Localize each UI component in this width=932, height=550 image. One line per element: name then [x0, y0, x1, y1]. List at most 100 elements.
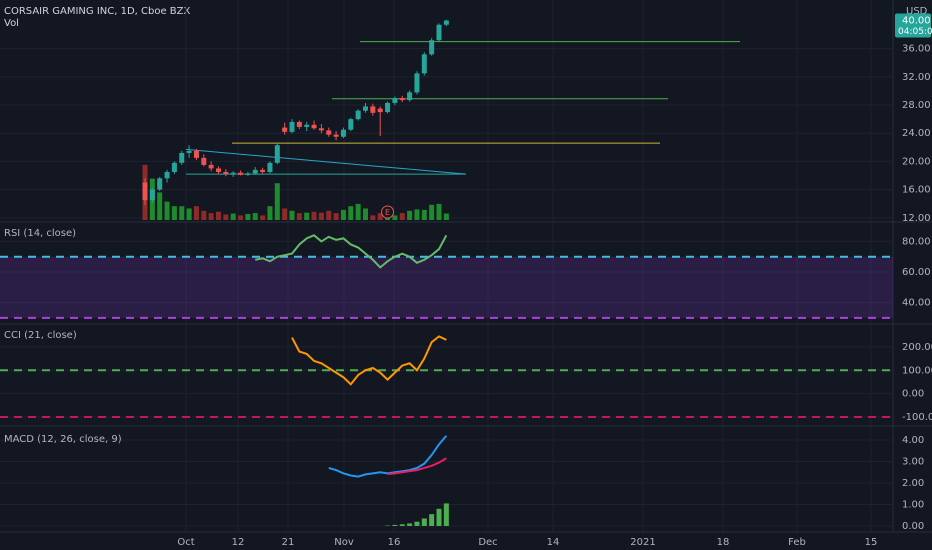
candle-body — [193, 150, 199, 158]
countdown: 04:05:06 — [898, 27, 932, 37]
volume-bar — [267, 206, 273, 220]
y-tick-label: 4.00 — [902, 435, 924, 446]
candle-body — [443, 20, 449, 25]
y-tick-label: 1.00 — [902, 499, 924, 510]
volume-bar — [260, 215, 266, 220]
volume-bar — [370, 215, 376, 220]
volume-bar — [296, 213, 302, 220]
candle-body — [230, 172, 236, 175]
indicator-line — [328, 435, 448, 478]
x-tick-label: Feb — [788, 537, 806, 548]
candle-body — [304, 124, 310, 127]
candle-body — [414, 73, 420, 93]
histogram-bar — [399, 524, 405, 526]
volume-bar — [201, 210, 207, 220]
volume-bar — [164, 201, 170, 220]
volume-bar — [193, 206, 199, 220]
candle-body — [267, 162, 273, 172]
candle-body — [311, 124, 317, 129]
volume-bar — [230, 213, 236, 220]
volume-bar — [377, 213, 383, 220]
volume-bar — [414, 209, 420, 220]
volume-bar — [348, 206, 354, 220]
histogram-bar — [421, 518, 427, 526]
candle-body — [363, 106, 368, 111]
candle-body — [282, 127, 288, 132]
volume-bar — [223, 214, 229, 220]
y-tick-label: 200.00 — [902, 342, 932, 353]
y-tick-label: 0.00 — [902, 389, 924, 400]
last-price-tag — [895, 13, 931, 38]
volume-bar — [171, 206, 177, 220]
histogram-bar — [436, 508, 442, 526]
indicator-line — [387, 457, 447, 475]
x-tick-label: Dec — [478, 537, 497, 548]
x-tick-label: Nov — [334, 537, 354, 548]
candle-body — [208, 164, 214, 169]
y-tick-label: 3.00 — [902, 457, 924, 468]
panel-title: RSI (14, close) — [4, 228, 76, 239]
symbol-title: CORSAIR GAMING INC, 1D, Cboe BZX — [4, 6, 191, 17]
trendline-drawing — [185, 148, 467, 175]
candle-body — [421, 54, 427, 74]
y-tick-label: 100.00 — [902, 365, 932, 376]
x-tick-label: 12 — [232, 537, 245, 548]
x-tick-label: 21 — [282, 537, 295, 548]
candle-body — [296, 121, 302, 127]
candle-body — [260, 169, 266, 172]
y-tick-label: 36.00 — [902, 44, 931, 55]
x-tick-label: Oct — [177, 537, 194, 548]
volume-bar — [252, 213, 258, 220]
candle-body — [157, 178, 163, 190]
candle-body — [252, 169, 258, 174]
currency: USD — [906, 6, 928, 17]
candle-body — [171, 162, 177, 172]
volume-bar — [282, 208, 288, 220]
histogram-bar — [392, 524, 398, 526]
candle-body — [186, 150, 192, 153]
volume-bar — [289, 210, 295, 220]
y-tick-label: 0.00 — [902, 521, 924, 532]
candle-body — [333, 134, 339, 137]
candle-body — [399, 98, 405, 101]
candle-body — [274, 145, 280, 163]
volume-bar — [363, 208, 368, 220]
candle-body — [436, 24, 442, 41]
x-tick-label: 16 — [388, 537, 401, 548]
candle-body — [326, 130, 332, 135]
candle-body — [392, 98, 398, 103]
volume-bar — [443, 213, 449, 220]
x-tick-label: 14 — [547, 537, 560, 548]
candle-body — [318, 128, 324, 131]
y-tick-label: 20.00 — [902, 156, 931, 167]
candle-body — [216, 168, 221, 172]
candle-body — [223, 171, 229, 175]
candle-body — [179, 152, 185, 163]
volume-bar — [340, 209, 346, 220]
x-tick-label: 2021 — [630, 537, 655, 548]
volume-bar — [318, 212, 324, 220]
candle-body — [377, 108, 383, 113]
volume-bar — [304, 212, 310, 220]
level-band — [0, 256, 893, 318]
panel-title: CCI (21, close) — [4, 330, 77, 341]
candle-body — [142, 182, 148, 201]
candle-body — [348, 119, 354, 130]
indicator-line — [291, 335, 447, 386]
y-tick-label: 80.00 — [902, 236, 931, 247]
candle-body — [238, 172, 244, 175]
volume-label: Vol — [4, 18, 19, 29]
volume-bar — [311, 211, 317, 220]
x-tick-label: 18 — [717, 537, 730, 548]
histogram-bar — [414, 521, 420, 526]
candle-body — [201, 157, 207, 165]
volume-bar — [186, 208, 192, 220]
volume-bar — [157, 192, 163, 220]
volume-bar — [274, 183, 280, 220]
histogram-bar — [443, 503, 449, 526]
candle-body — [429, 40, 435, 55]
candle-body — [385, 102, 391, 113]
volume-bar — [333, 213, 339, 220]
